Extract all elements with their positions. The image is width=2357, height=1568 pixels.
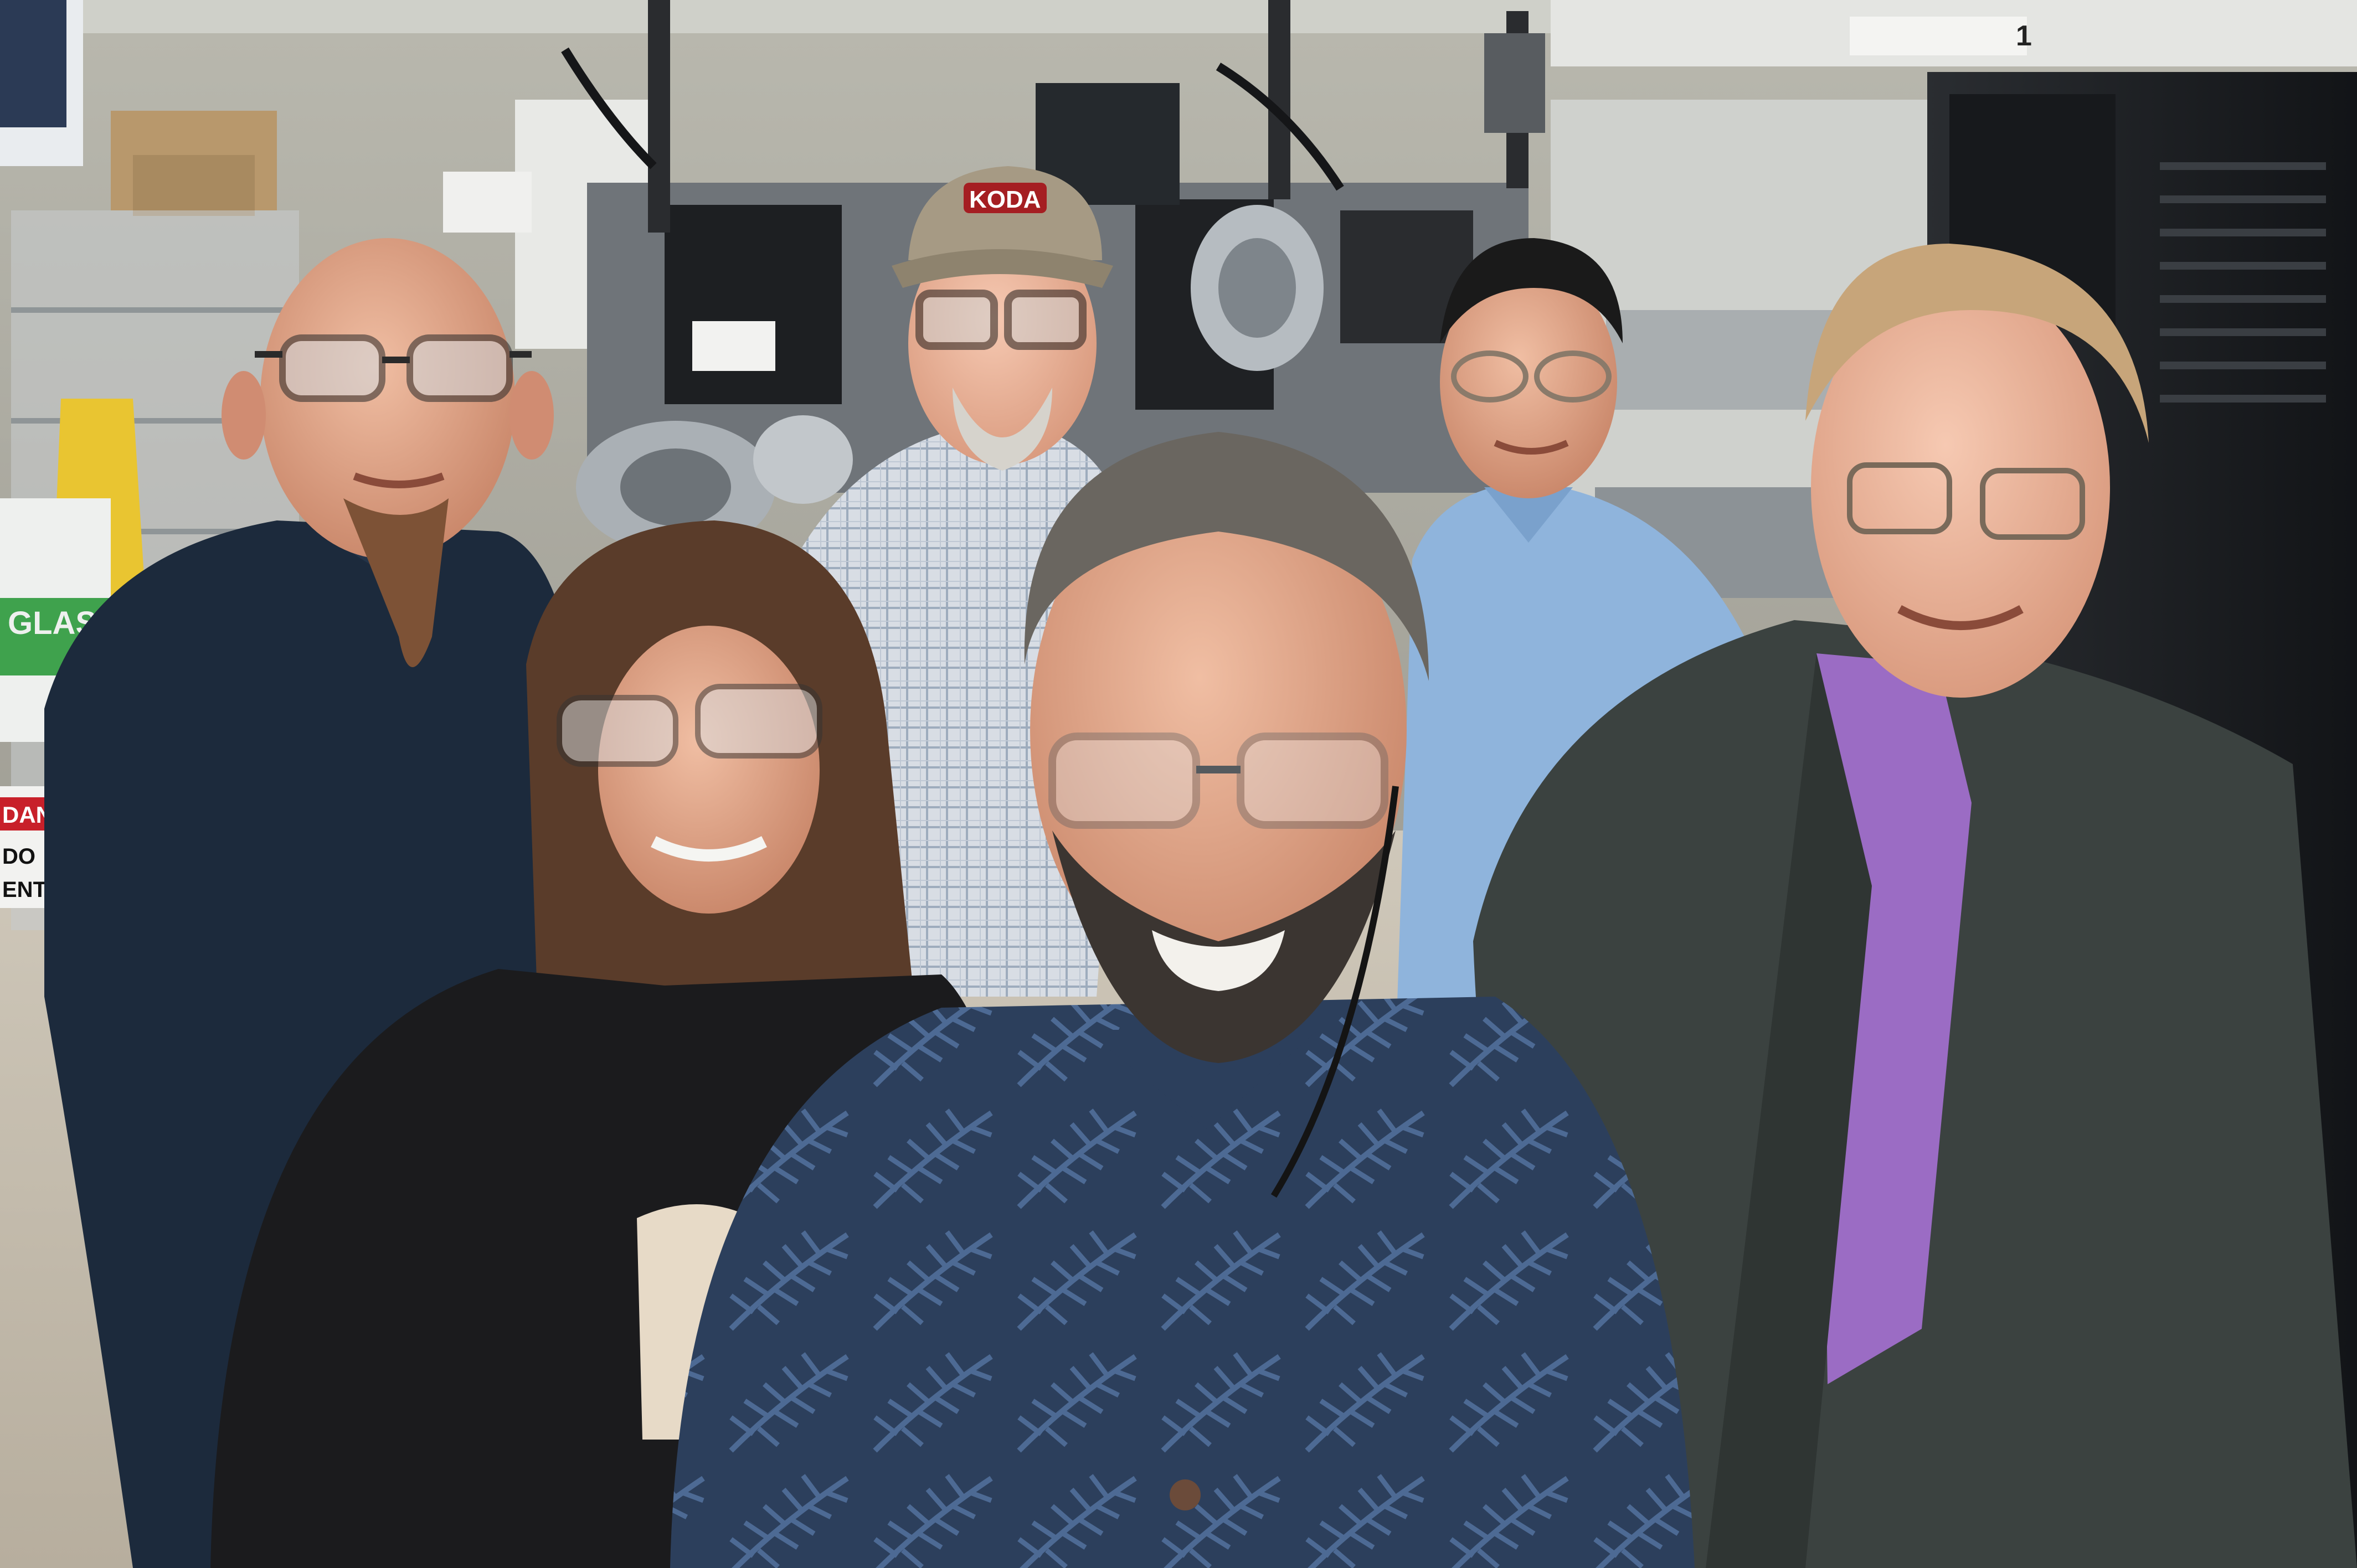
baseball-cap: KODA: [892, 166, 1113, 288]
round-glasses: [1451, 350, 1612, 403]
danger-sign-line-right: ENT: [2, 878, 47, 902]
person-front-right-suit: [1473, 244, 2357, 1568]
cap-logo-text: KODA: [969, 186, 1041, 213]
dark-glasses: [915, 290, 1087, 350]
wire-glasses: [1847, 462, 2085, 540]
person-front-left-woman: [210, 520, 1052, 1568]
safety-glasses-woman: [557, 684, 822, 767]
clear-frame-glasses: [1048, 733, 1388, 829]
danger-sign-line-left: DO: [2, 844, 35, 869]
ceiling-sign-number: 1: [2016, 20, 2032, 52]
person-front-center-beard: [670, 432, 1695, 1568]
safety-glasses: [255, 334, 532, 402]
